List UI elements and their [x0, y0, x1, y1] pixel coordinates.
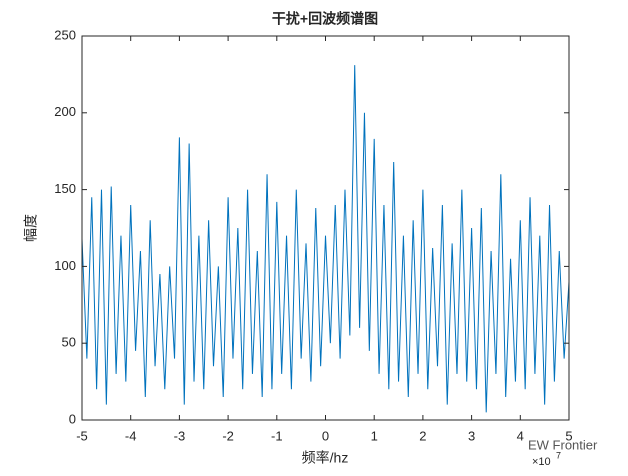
- x-axis-label: 频率/hz: [302, 450, 349, 466]
- y-tick-label: 200: [54, 104, 76, 119]
- x-tick-label: -3: [174, 428, 186, 443]
- x-tick-label: -2: [222, 428, 234, 443]
- x-multiplier: ×10: [532, 456, 551, 468]
- x-tick-label: 5: [565, 428, 572, 443]
- y-tick-label: 50: [62, 335, 76, 350]
- chart-title: 干扰+回波频谱图: [272, 11, 378, 27]
- y-tick-label: 150: [54, 181, 76, 196]
- y-tick-label: 100: [54, 258, 76, 273]
- x-tick-label: 0: [322, 428, 329, 443]
- x-multiplier-exponent: 7: [556, 450, 561, 460]
- y-tick-label: 250: [54, 27, 76, 42]
- x-tick-label: -5: [76, 428, 88, 443]
- x-tick-label: 2: [419, 428, 426, 443]
- x-tick-label: 1: [371, 428, 378, 443]
- data-line: [81, 65, 570, 413]
- x-tick-label: -1: [271, 428, 283, 443]
- watermark: EW Frontier: [528, 437, 598, 452]
- y-axis-label: 幅度: [23, 214, 39, 242]
- x-tick-label: 4: [517, 428, 524, 443]
- x-tick-label: -4: [125, 428, 137, 443]
- y-tick-label: 0: [69, 411, 76, 426]
- x-tick-label: 3: [468, 428, 475, 443]
